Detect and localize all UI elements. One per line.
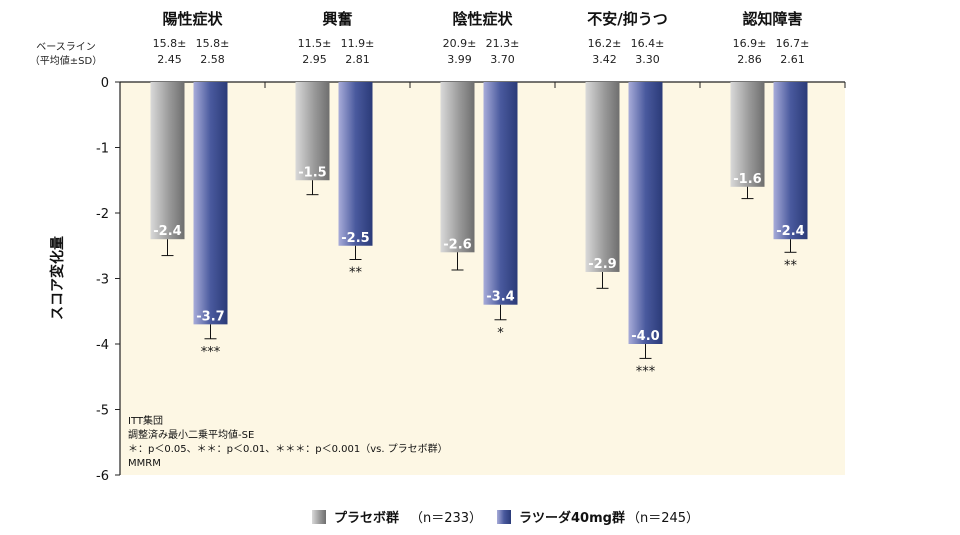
category-label: 興奮: [322, 10, 352, 28]
data-label: -2.9: [588, 257, 616, 272]
bar: [628, 82, 663, 344]
baseline-sd: 2.58: [200, 53, 225, 66]
bar: [193, 82, 228, 325]
baseline-mean: 20.9±: [443, 37, 477, 50]
significance-label: *: [497, 326, 504, 341]
footnotes: ITT集団 調整済み最小二乗平均値-SE ＊：p＜0.05、＊＊：p＜0.01、…: [128, 414, 448, 469]
y-tick-label: -6: [96, 469, 109, 484]
bar: [150, 82, 185, 240]
labels-layer: 陽性症状-2.415.8±2.45-3.7***15.8±2.58興奮-1.51…: [153, 10, 810, 379]
baseline-mean: 16.9±: [733, 37, 767, 50]
significance-label: **: [349, 266, 363, 281]
category-label: 不安/抑うつ: [587, 10, 667, 28]
baseline-sd: 2.45: [157, 53, 182, 66]
bar: [585, 82, 620, 272]
footnote-1: ITT集団: [128, 414, 163, 427]
legend-n-placebo: （n＝233）: [410, 511, 482, 526]
baseline-label: ベースライン: [36, 41, 96, 53]
baseline-mean: 16.2±: [588, 37, 622, 50]
category-label: 陰性症状: [452, 10, 513, 28]
y-tick-label: 0: [101, 76, 109, 91]
baseline-sd: 2.61: [780, 53, 805, 66]
y-tick-label: -2: [96, 207, 109, 222]
data-label: -4.0: [631, 329, 659, 344]
baseline-sd: 3.70: [490, 53, 515, 66]
data-label: -2.4: [776, 224, 804, 239]
baseline-sd: 2.95: [302, 53, 327, 66]
footnote-2: 調整済み最小二乗平均値-SE: [128, 428, 254, 441]
baseline-mean: 16.4±: [631, 37, 665, 50]
footnote-3: ＊：p＜0.05、＊＊：p＜0.01、＊＊＊：p＜0.001（vs. プラセボ群…: [128, 442, 448, 455]
category-label: 陽性症状: [162, 10, 223, 28]
y-tick-label: -5: [96, 404, 109, 419]
baseline-sd: 3.42: [592, 53, 617, 66]
bars-layer: [150, 82, 808, 359]
footnote-4: MMRM: [128, 458, 161, 469]
baseline-mean: 16.7±: [776, 37, 810, 50]
data-label: -1.6: [733, 172, 761, 187]
data-label: -1.5: [298, 165, 326, 180]
bar: [483, 82, 518, 305]
data-label: -2.5: [341, 231, 369, 246]
category-label: 認知障害: [742, 10, 802, 28]
y-tick-label: -4: [96, 338, 109, 353]
baseline-label-sub: （平均値±SD）: [30, 54, 102, 67]
baseline-mean: 11.9±: [341, 37, 375, 50]
y-axis: 0 -1 -2 -3 -4 -5 -6: [96, 76, 121, 484]
legend: プラセボ群 （n＝233） ラツーダ40mg群 （n＝245）: [312, 510, 699, 526]
legend-label-placebo: プラセボ群: [334, 510, 399, 526]
legend-swatch-drug: [497, 510, 511, 524]
y-axis-label: スコア変化量: [49, 236, 66, 320]
bar: [338, 82, 373, 246]
bar: [730, 82, 765, 187]
baseline-sd: 2.81: [345, 53, 370, 66]
data-label: -3.7: [196, 309, 224, 324]
significance-label: **: [784, 258, 798, 273]
legend-swatch-placebo: [312, 510, 326, 524]
bar: [440, 82, 475, 253]
significance-label: ***: [201, 345, 221, 360]
baseline-sd: 3.30: [635, 53, 660, 66]
bar: [773, 82, 808, 240]
significance-label: ***: [636, 364, 656, 379]
baseline-sd: 3.99: [447, 53, 472, 66]
data-label: -2.6: [443, 237, 471, 252]
legend-label-drug: ラツーダ40mg群: [519, 510, 625, 526]
y-tick-label: -1: [96, 142, 109, 157]
legend-n-drug: （n＝245）: [627, 511, 699, 526]
bar: [295, 82, 330, 181]
baseline-mean: 15.8±: [196, 37, 230, 50]
y-tick-label: -3: [96, 273, 109, 288]
baseline-mean: 21.3±: [486, 37, 520, 50]
x-axis: [120, 81, 846, 88]
baseline-mean: 11.5±: [298, 37, 332, 50]
data-label: -2.4: [153, 224, 181, 239]
data-label: -3.4: [486, 290, 514, 305]
baseline-mean: 15.8±: [153, 37, 187, 50]
plot-background: [120, 82, 845, 475]
baseline-sd: 2.86: [737, 53, 762, 66]
